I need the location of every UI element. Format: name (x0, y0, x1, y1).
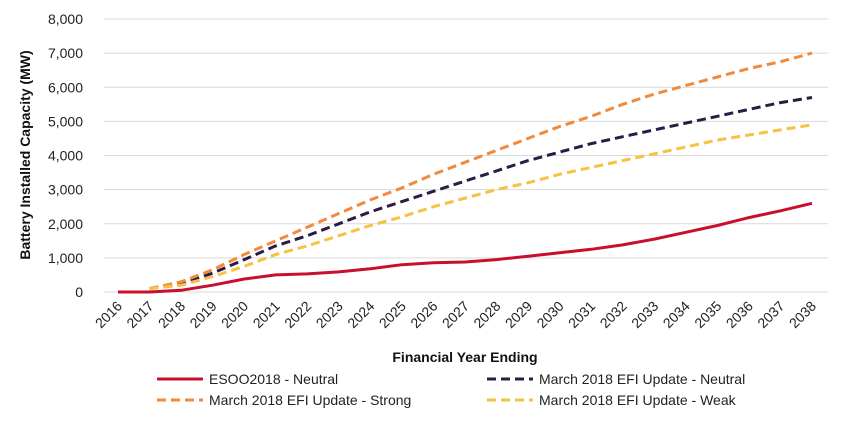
legend: ESOO2018 - Neutral March 2018 EFI Update … (157, 371, 745, 408)
x-tick-label: 2034 (660, 298, 693, 331)
x-tick-label: 2018 (155, 298, 188, 331)
series-line-4 (149, 123, 813, 291)
x-tick-label: 2021 (250, 298, 283, 331)
x-tick-label: 2020 (218, 298, 251, 331)
x-tick-label: 2035 (691, 298, 724, 331)
legend-label: March 2018 EFI Update - Strong (209, 392, 411, 408)
gridlines (104, 18, 828, 293)
x-tick-label: 2025 (376, 298, 409, 331)
x-tick-label: 2022 (281, 298, 314, 331)
series-line-3 (149, 51, 813, 291)
series-lines (118, 51, 813, 294)
x-tick-label: 2038 (786, 298, 819, 331)
x-tick-label: 2024 (344, 298, 377, 331)
legend-label: March 2018 EFI Update - Weak (539, 392, 737, 408)
y-tick-label: 3,000 (48, 182, 83, 198)
legend-label: March 2018 EFI Update - Neutral (539, 371, 745, 387)
y-tick-label: 7,000 (48, 45, 83, 61)
x-tick-label: 2026 (407, 298, 440, 331)
series-line-2 (149, 96, 813, 291)
x-tick-label: 2029 (502, 298, 535, 331)
x-tick-label: 2017 (123, 298, 156, 331)
y-tick-label: 4,000 (48, 148, 83, 164)
y-axis-ticks: 0 1,000 2,000 3,000 4,000 5,000 6,000 7,000 8,00… (48, 11, 83, 300)
y-tick-label: 6,000 (48, 79, 83, 95)
x-tick-label: 2032 (597, 298, 630, 331)
x-tick-label: 2033 (628, 298, 661, 331)
series-line-1 (118, 201, 813, 294)
legend-label: ESOO2018 - Neutral (209, 371, 338, 387)
x-tick-label: 2030 (533, 298, 566, 331)
y-axis-title: Battery Installed Capacity (MW) (17, 50, 33, 259)
x-tick-label: 2037 (754, 298, 787, 331)
y-tick-label: 2,000 (48, 216, 83, 232)
x-tick-label: 2031 (565, 298, 598, 331)
x-axis-ticks: 2016201720182019202020212022202320242025… (92, 298, 819, 331)
x-tick-label: 2019 (186, 298, 219, 331)
y-tick-label: 8,000 (48, 11, 83, 27)
x-tick-label: 2023 (313, 298, 346, 331)
x-tick-label: 2036 (723, 298, 756, 331)
x-tick-label: 2027 (439, 298, 472, 331)
y-tick-label: 1,000 (48, 250, 83, 266)
y-tick-label: 0 (75, 284, 83, 300)
x-tick-label: 2016 (92, 298, 125, 331)
x-axis-title: Financial Year Ending (392, 349, 537, 365)
x-tick-label: 2028 (470, 298, 503, 331)
y-tick-label: 5,000 (48, 113, 83, 129)
